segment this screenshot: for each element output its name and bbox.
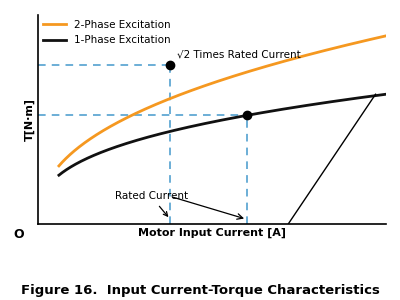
Text: Figure 16.  Input Current-Torque Characteristics: Figure 16. Input Current-Torque Characte…: [20, 284, 380, 297]
Text: Rated Current: Rated Current: [114, 191, 188, 216]
Text: √2 Times Rated Current: √2 Times Rated Current: [177, 50, 301, 60]
Legend: 2-Phase Excitation, 1-Phase Excitation: 2-Phase Excitation, 1-Phase Excitation: [41, 18, 173, 47]
Y-axis label: T[N·m]: T[N·m]: [25, 98, 35, 141]
X-axis label: Motor Input Current [A]: Motor Input Current [A]: [138, 228, 286, 238]
Text: O: O: [14, 229, 24, 242]
